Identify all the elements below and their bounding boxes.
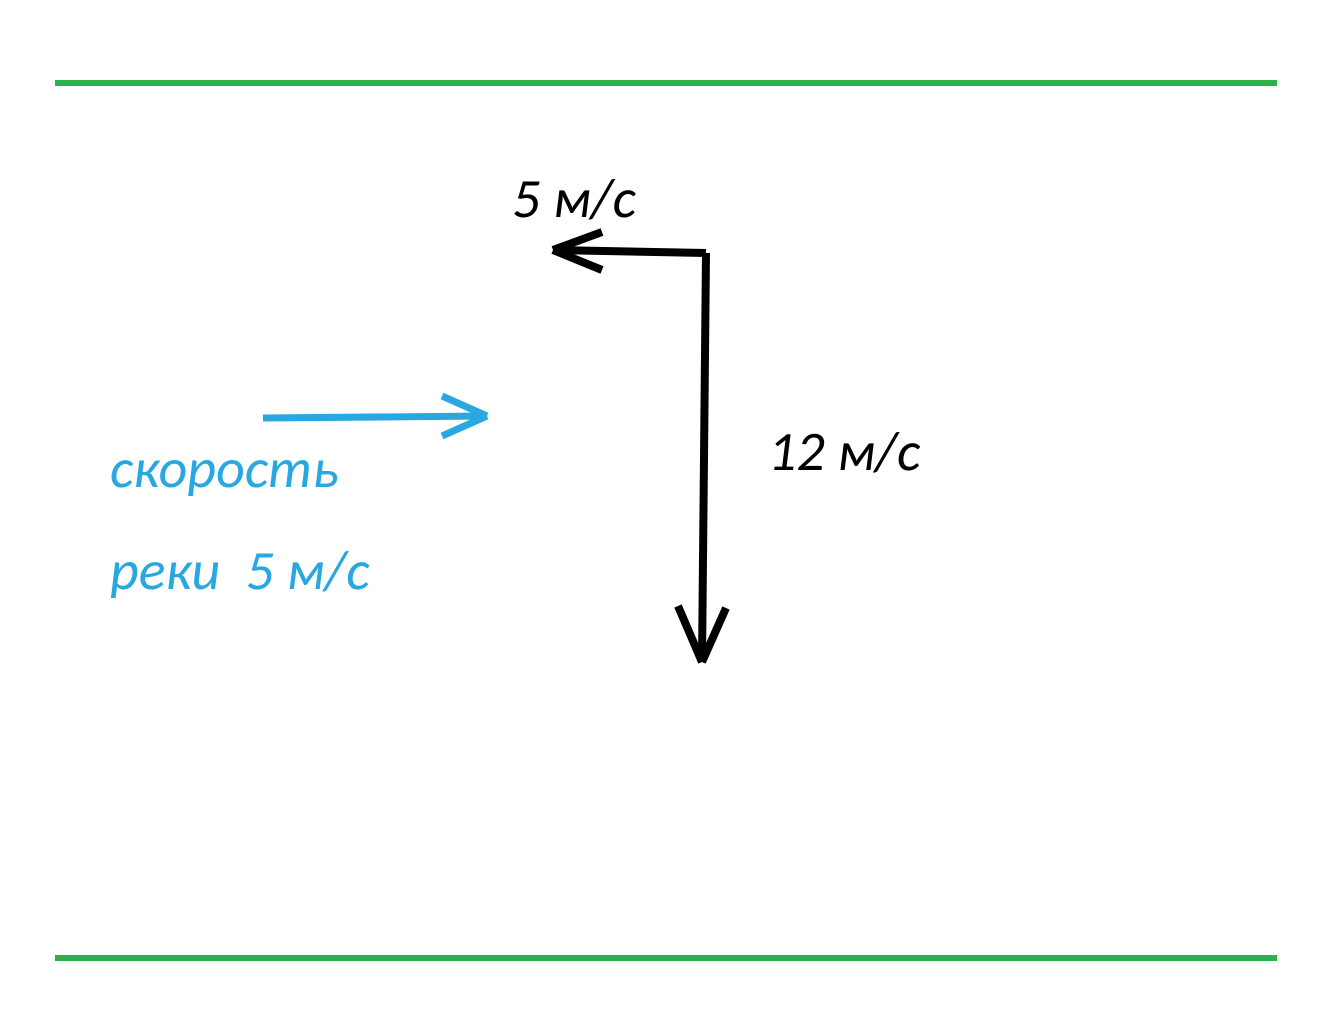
vector-horizontal-shaft [553, 250, 706, 253]
diagram-svg [0, 0, 1335, 1024]
label-5ms: 5 м/с [512, 165, 636, 233]
river-arrow-shaft [263, 416, 487, 418]
label-12ms: 12 м/с [768, 418, 920, 486]
vector-vertical-shaft [702, 253, 706, 662]
label-river-2: реки 5 м/с [110, 537, 370, 605]
diagram-stage: 5 м/с 12 м/с скорость реки 5 м/с [0, 0, 1335, 1024]
label-river-1: скорость [110, 435, 339, 503]
